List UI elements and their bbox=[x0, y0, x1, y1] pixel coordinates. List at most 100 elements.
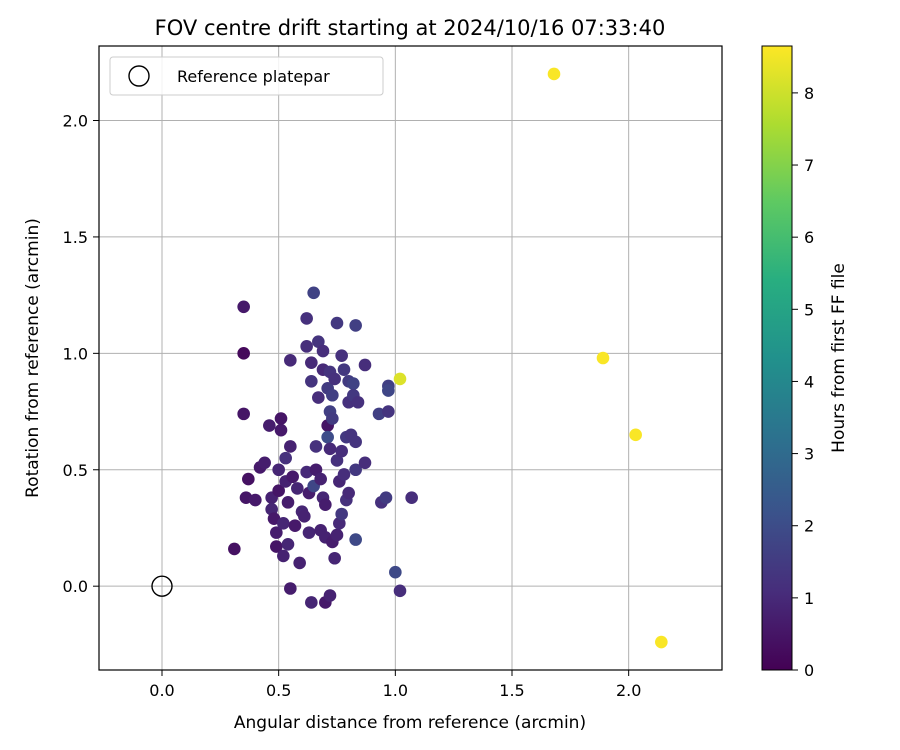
y-tick-label: 1.0 bbox=[63, 344, 88, 363]
x-tick-label: 1.0 bbox=[383, 681, 408, 700]
data-point bbox=[237, 407, 250, 421]
y-axis-ticks: 0.0 0.5 1.0 1.5 2.0 bbox=[63, 112, 99, 596]
chart-title: FOV centre drift starting at 2024/10/16 … bbox=[155, 16, 666, 40]
x-tick-label: 2.0 bbox=[616, 681, 641, 700]
data-point bbox=[272, 463, 285, 477]
data-point bbox=[300, 340, 313, 353]
data-point bbox=[316, 344, 330, 358]
data-point bbox=[351, 395, 365, 409]
data-point bbox=[242, 472, 255, 486]
data-point bbox=[263, 419, 276, 432]
data-point bbox=[337, 363, 351, 376]
scatter-points bbox=[151, 67, 668, 649]
colorbar-tick-label: 5 bbox=[804, 300, 814, 319]
legend: Reference platepar bbox=[109, 56, 384, 96]
data-point bbox=[314, 472, 327, 486]
data-point bbox=[358, 358, 372, 372]
data-point bbox=[326, 412, 339, 425]
data-point bbox=[379, 491, 393, 505]
colorbar-tick-label: 7 bbox=[804, 156, 814, 175]
y-tick-label: 1.5 bbox=[63, 228, 88, 247]
x-tick-label: 0.5 bbox=[266, 681, 291, 700]
data-point bbox=[349, 463, 362, 477]
data-point bbox=[547, 67, 561, 81]
colorbar-tick-label: 3 bbox=[804, 445, 814, 464]
y-axis-label: Rotation from reference (arcmin) bbox=[23, 218, 43, 498]
data-point bbox=[330, 454, 344, 467]
legend-marker-reference bbox=[128, 65, 150, 87]
data-point bbox=[293, 556, 306, 570]
data-point bbox=[274, 423, 288, 437]
data-point bbox=[349, 533, 362, 546]
data-point bbox=[312, 335, 325, 349]
data-point bbox=[326, 388, 339, 402]
data-point bbox=[258, 456, 271, 470]
data-point bbox=[323, 442, 337, 456]
data-point bbox=[309, 463, 323, 477]
data-point bbox=[305, 356, 318, 369]
data-point bbox=[300, 312, 313, 325]
data-point bbox=[335, 507, 348, 521]
reference-point-marker bbox=[151, 575, 173, 597]
data-point bbox=[405, 491, 418, 505]
data-point bbox=[277, 549, 290, 563]
data-point bbox=[389, 565, 402, 579]
data-point bbox=[319, 498, 332, 511]
data-point bbox=[629, 428, 642, 442]
data-point bbox=[393, 372, 407, 386]
data-point bbox=[335, 349, 348, 362]
data-point bbox=[307, 286, 320, 300]
y-tick-label: 0.0 bbox=[63, 577, 88, 596]
data-point bbox=[309, 440, 323, 453]
data-point bbox=[328, 551, 341, 565]
data-point bbox=[249, 493, 262, 507]
data-point bbox=[335, 444, 348, 458]
data-point bbox=[349, 319, 362, 332]
data-point bbox=[284, 354, 297, 367]
data-point bbox=[284, 440, 297, 453]
data-point bbox=[382, 384, 395, 397]
data-point bbox=[228, 542, 241, 556]
data-point bbox=[302, 526, 316, 539]
data-point bbox=[277, 517, 290, 530]
data-point bbox=[272, 484, 285, 498]
colorbar-tick-label: 1 bbox=[804, 589, 814, 608]
colorbar: 0 1 2 3 4 5 6 7 8 Hours from first FF file bbox=[761, 45, 849, 680]
x-tick-label: 0.0 bbox=[149, 681, 174, 700]
x-axis-ticks: 0.0 0.5 1.0 1.5 2.0 bbox=[149, 670, 641, 700]
data-point bbox=[288, 519, 302, 532]
colorbar-label: Hours from first FF file bbox=[829, 263, 849, 453]
data-point bbox=[655, 635, 668, 649]
data-point bbox=[393, 584, 407, 598]
data-point bbox=[347, 377, 360, 390]
colorbar-tick-label: 8 bbox=[804, 84, 814, 103]
grid-lines bbox=[99, 46, 722, 670]
data-point bbox=[298, 510, 311, 523]
colorbar-ticks: 0 1 2 3 4 5 6 7 8 bbox=[792, 84, 814, 680]
data-point bbox=[267, 512, 281, 525]
data-point bbox=[330, 528, 344, 542]
data-point bbox=[274, 412, 288, 425]
data-point bbox=[237, 347, 250, 360]
data-point bbox=[596, 351, 610, 365]
data-point bbox=[342, 486, 355, 500]
data-point bbox=[349, 435, 362, 449]
data-point bbox=[237, 300, 250, 314]
legend-box bbox=[109, 56, 384, 96]
x-tick-label: 1.5 bbox=[499, 681, 524, 700]
data-point bbox=[323, 589, 337, 602]
data-point bbox=[291, 482, 304, 495]
colorbar-tick-label: 6 bbox=[804, 228, 814, 247]
data-point bbox=[281, 537, 295, 551]
colorbar-tick-label: 2 bbox=[804, 517, 814, 536]
data-point bbox=[312, 391, 325, 404]
data-point bbox=[305, 596, 318, 609]
data-point bbox=[328, 372, 341, 386]
colorbar-tick-label: 0 bbox=[804, 661, 814, 680]
data-point bbox=[281, 496, 295, 509]
y-tick-label: 2.0 bbox=[63, 112, 88, 131]
data-point bbox=[270, 540, 283, 553]
legend-entry-reference: Reference platepar bbox=[177, 67, 330, 86]
data-point bbox=[286, 470, 299, 484]
